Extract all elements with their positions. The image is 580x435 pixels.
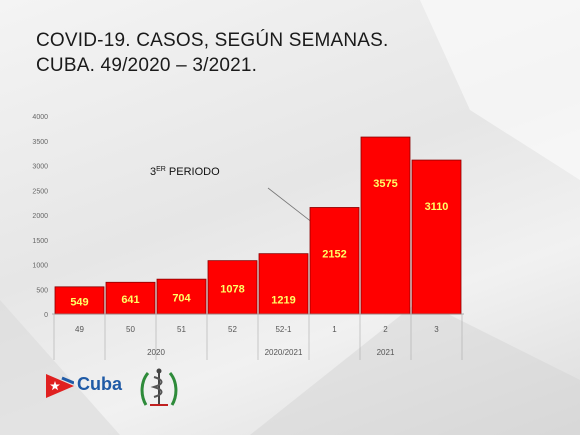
bar (105, 281, 156, 315)
bar-value-label: 1078 (220, 283, 244, 295)
x-tick-label: 49 (75, 325, 84, 334)
bar (258, 253, 309, 315)
bar-value-label: 549 (70, 296, 88, 308)
x-tick-label: 3 (434, 325, 439, 334)
x-tick-label: 1 (332, 325, 337, 334)
x-tick-label: 52 (228, 325, 237, 334)
bar-value-label: 641 (121, 294, 139, 306)
bar-value-label: 1219 (271, 295, 295, 307)
bar (309, 207, 360, 315)
chart-title: COVID-19. CASOS, SEGÚN SEMANAS. CUBA. 49… (36, 28, 389, 78)
y-tick-label: 1500 (32, 238, 48, 245)
x-group-label: 2021 (377, 348, 395, 357)
title-line-1: COVID-19. CASOS, SEGÚN SEMANAS. (36, 30, 389, 51)
bar (411, 159, 462, 315)
y-tick-label: 2500 (32, 188, 48, 195)
y-tick-label: 4000 (32, 114, 48, 121)
y-tick-label: 1000 (32, 263, 48, 270)
bar-value-label: 3110 (425, 201, 449, 213)
x-tick-label: 50 (126, 325, 135, 334)
bar-value-label: 2152 (322, 248, 346, 260)
x-tick-label: 51 (177, 325, 186, 334)
y-tick-label: 0 (44, 312, 48, 319)
x-tick-label: 2 (383, 325, 388, 334)
x-group-label: 2020/2021 (265, 348, 303, 357)
y-tick-label: 3500 (32, 139, 48, 146)
health-ministry-emblem-icon (140, 368, 178, 406)
y-tick-label: 3000 (32, 164, 48, 171)
x-tick-label: 52-1 (275, 325, 292, 334)
bar (156, 278, 207, 315)
bar (360, 136, 411, 315)
y-tick-label: 500 (36, 287, 48, 294)
bar-value-label: 3575 (373, 178, 397, 190)
x-group-label: 2020 (147, 348, 165, 357)
cuba-flag-icon (46, 374, 74, 398)
title-line-2: CUBA. 49/2020 – 3/2021. (36, 55, 258, 76)
bar (207, 260, 258, 315)
annotation-text: 3ER PERIODO (150, 166, 220, 178)
cuba-logo: Cuba (46, 372, 126, 400)
y-tick-label: 2000 (32, 213, 48, 220)
bar-value-label: 704 (172, 293, 191, 305)
cuba-logo-text: Cuba (77, 374, 122, 394)
annotation-leader-line (267, 187, 312, 222)
